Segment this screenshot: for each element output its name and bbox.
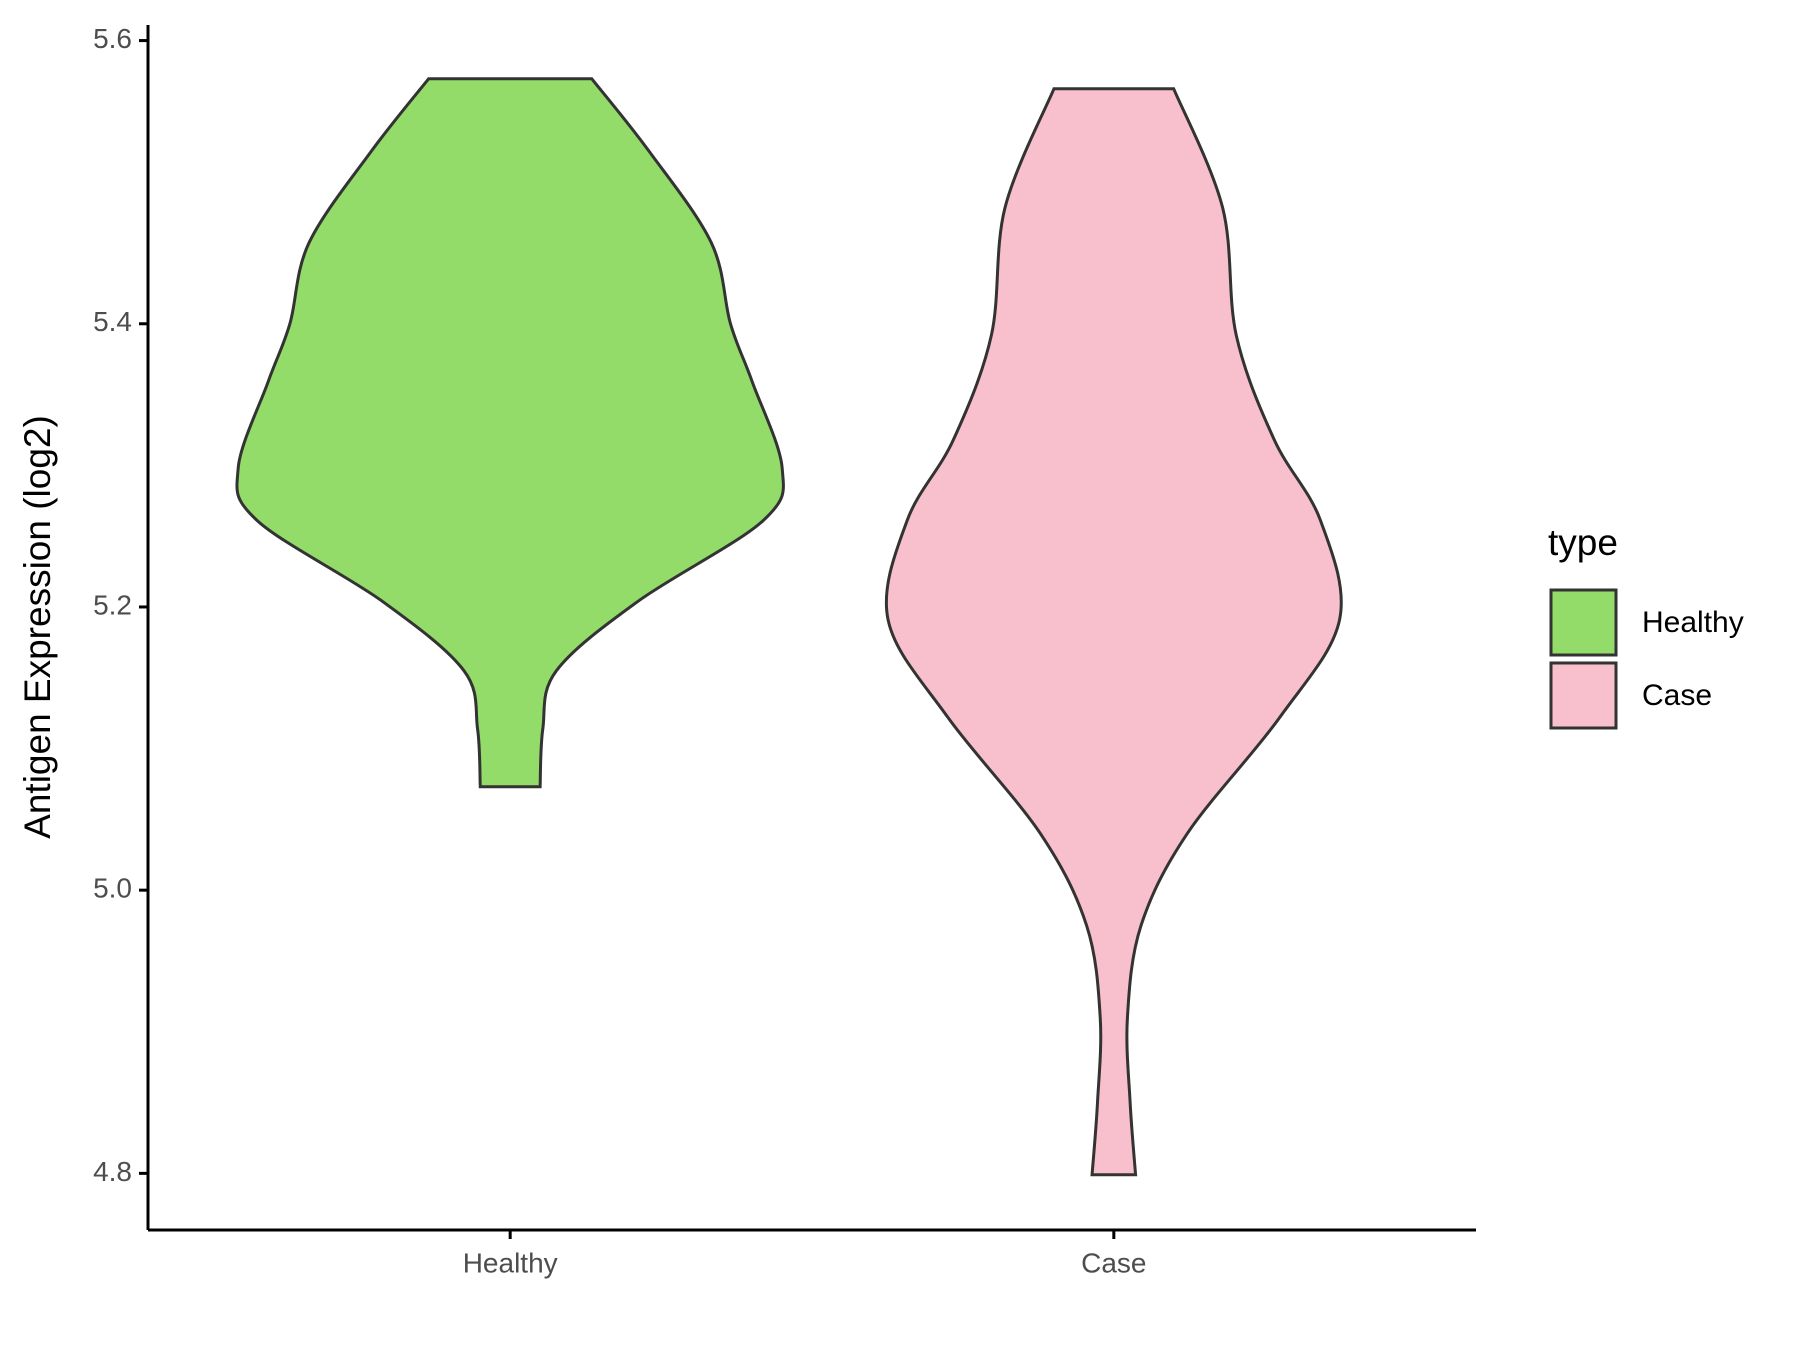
legend-label: Case <box>1642 679 1712 712</box>
y-tick-label: 5.2 <box>93 589 132 620</box>
x-tick-label: Healthy <box>463 1247 558 1278</box>
y-tick-label: 5.4 <box>93 306 132 337</box>
y-tick-label: 4.8 <box>93 1156 132 1187</box>
violin <box>235 77 785 789</box>
violin <box>884 87 1343 1177</box>
y-tick-label: 5.6 <box>93 23 132 54</box>
legend-key <box>1549 588 1618 657</box>
x-tick-label: Case <box>1081 1247 1146 1278</box>
y-axis-title: Antigen Expression (log2) <box>17 415 58 839</box>
legend-key <box>1549 661 1618 730</box>
legend-title: type <box>1548 522 1618 563</box>
legend-label: Healthy <box>1642 606 1744 639</box>
y-tick-label: 5.0 <box>93 873 132 904</box>
